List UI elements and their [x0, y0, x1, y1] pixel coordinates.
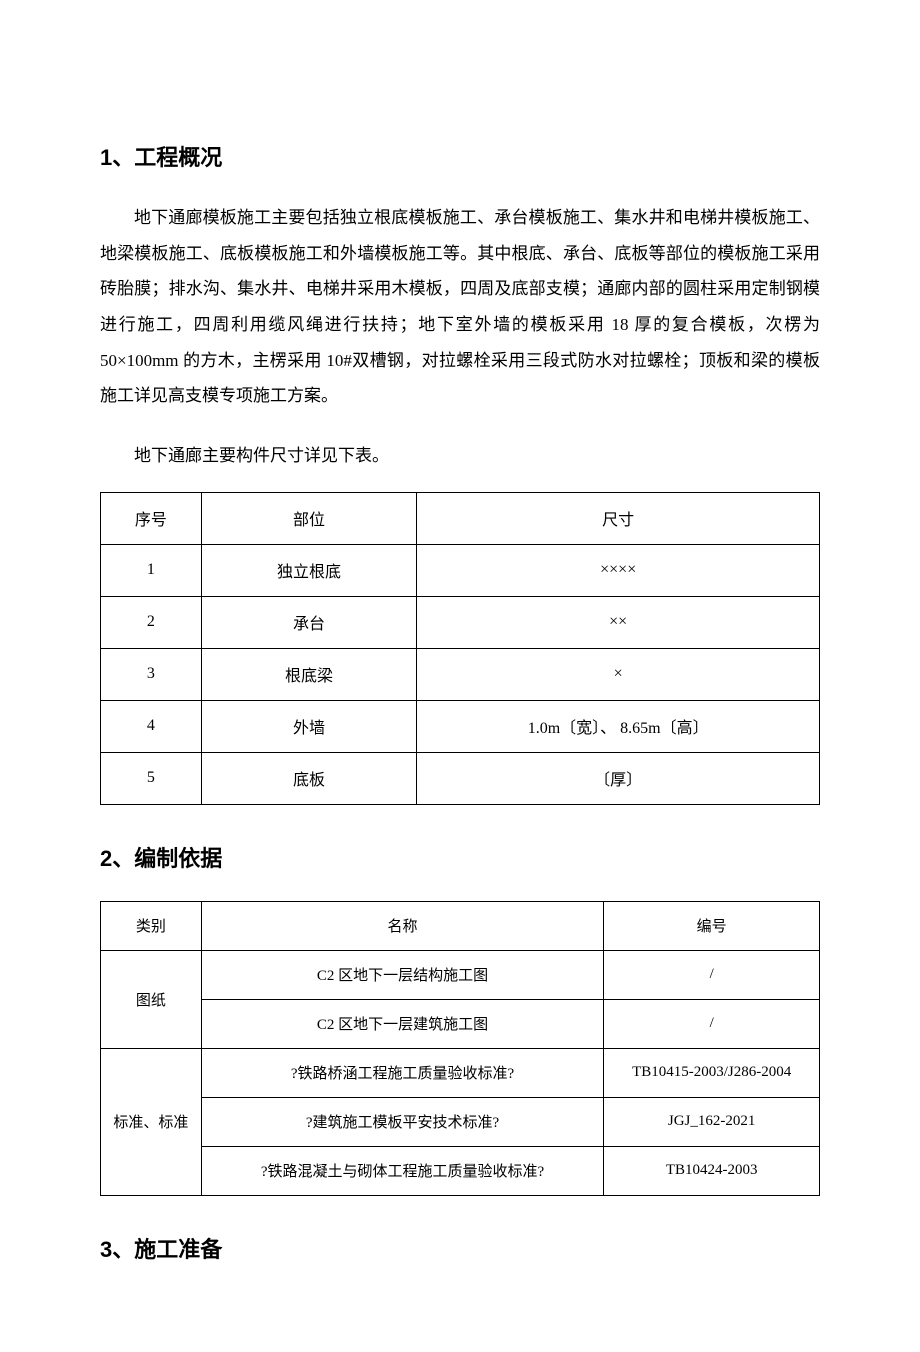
- section-3-heading: 3、施工准备: [100, 1232, 820, 1264]
- components-table: 序号 部位 尺寸 1 独立根底 ×××× 2 承台 ×× 3 根底梁 × 4: [100, 492, 820, 805]
- table-row: ?铁路混凝土与砌体工程施工质量验收标准? TB10424-2003: [101, 1146, 820, 1195]
- table-row: C2 区地下一层建筑施工图 /: [101, 999, 820, 1048]
- table-cell: 独立根底: [201, 544, 417, 596]
- table-cell: 承台: [201, 596, 417, 648]
- table-row: 2 承台 ××: [101, 596, 820, 648]
- section-3: 3、施工准备: [100, 1232, 820, 1264]
- table-cell: ?铁路桥涵工程施工质量验收标准?: [201, 1048, 604, 1097]
- table-row: 4 外墙 1.0m〔宽〕、 8.65m〔高〕: [101, 700, 820, 752]
- table-cell: 5: [101, 752, 202, 804]
- table-cell: ××××: [417, 544, 820, 596]
- table-header-row: 类别 名称 编号: [101, 901, 820, 950]
- table-cell: ?建筑施工模板平安技术标准?: [201, 1097, 604, 1146]
- table-header-name: 名称: [201, 901, 604, 950]
- table-header-size: 尺寸: [417, 492, 820, 544]
- table-cell: TB10415-2003/J286-2004: [604, 1048, 820, 1097]
- section-1-heading: 1、工程概况: [100, 140, 820, 172]
- table-header-part: 部位: [201, 492, 417, 544]
- table-cell: 〔厚〕: [417, 752, 820, 804]
- table-header-row: 序号 部位 尺寸: [101, 492, 820, 544]
- table-cell: ×: [417, 648, 820, 700]
- table-row: 1 独立根底 ××××: [101, 544, 820, 596]
- table-cell: C2 区地下一层建筑施工图: [201, 999, 604, 1048]
- table-header-code: 编号: [604, 901, 820, 950]
- section-1: 1、工程概况 地下通廊模板施工主要包括独立根底模板施工、承台模板施工、集水井和电…: [100, 140, 820, 805]
- table-cell-category: 图纸: [101, 950, 202, 1048]
- table-cell: 底板: [201, 752, 417, 804]
- basis-table: 类别 名称 编号 图纸 C2 区地下一层结构施工图 / C2 区地下一层建筑施工…: [100, 901, 820, 1196]
- table-header-seq: 序号: [101, 492, 202, 544]
- table-cell: /: [604, 950, 820, 999]
- table-cell: /: [604, 999, 820, 1048]
- section-2: 2、编制依据 类别 名称 编号 图纸 C2 区地下一层结构施工图 / C2 区地…: [100, 841, 820, 1196]
- section-2-heading: 2、编制依据: [100, 841, 820, 873]
- table-row: 标准、标准 ?铁路桥涵工程施工质量验收标准? TB10415-2003/J286…: [101, 1048, 820, 1097]
- table-cell: C2 区地下一层结构施工图: [201, 950, 604, 999]
- table-cell: 根底梁: [201, 648, 417, 700]
- table-header-category: 类别: [101, 901, 202, 950]
- table-cell: JGJ_162-2021: [604, 1097, 820, 1146]
- table-row: 图纸 C2 区地下一层结构施工图 /: [101, 950, 820, 999]
- table-row: 3 根底梁 ×: [101, 648, 820, 700]
- table-row: 5 底板 〔厚〕: [101, 752, 820, 804]
- table-row: ?建筑施工模板平安技术标准? JGJ_162-2021: [101, 1097, 820, 1146]
- table-cell: 1: [101, 544, 202, 596]
- table-cell: ?铁路混凝土与砌体工程施工质量验收标准?: [201, 1146, 604, 1195]
- table-cell: 2: [101, 596, 202, 648]
- section-1-sub-paragraph: 地下通廊主要构件尺寸详见下表。: [100, 438, 820, 474]
- section-1-paragraph: 地下通廊模板施工主要包括独立根底模板施工、承台模板施工、集水井和电梯井模板施工、…: [100, 200, 820, 414]
- table-cell: ××: [417, 596, 820, 648]
- table-cell-category: 标准、标准: [101, 1048, 202, 1195]
- table-cell: 1.0m〔宽〕、 8.65m〔高〕: [417, 700, 820, 752]
- table-cell: 3: [101, 648, 202, 700]
- table-cell: 4: [101, 700, 202, 752]
- table-cell: 外墙: [201, 700, 417, 752]
- table-cell: TB10424-2003: [604, 1146, 820, 1195]
